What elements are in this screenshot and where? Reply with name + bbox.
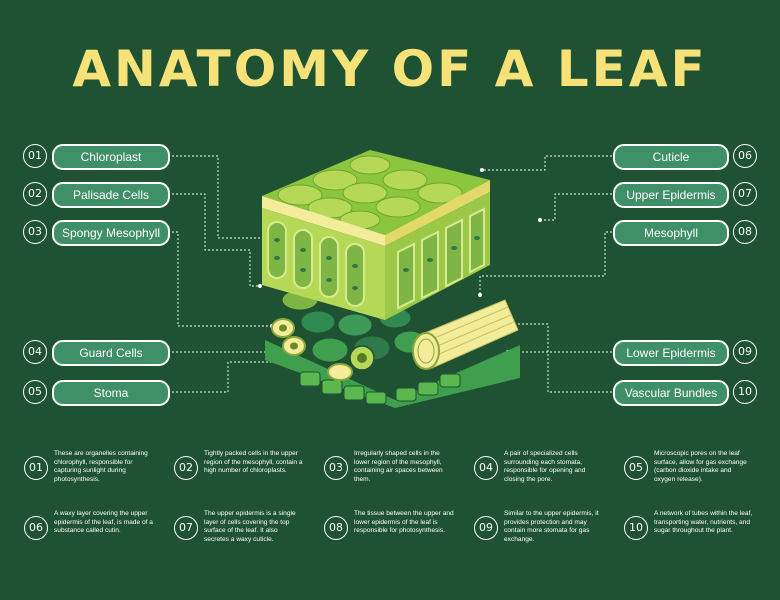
label-number-01: 01: [23, 144, 47, 168]
desc-number-07: 07: [174, 516, 198, 540]
desc-number-01: 01: [24, 456, 48, 480]
desc-vascular-bundles: A network of tubes within the leaf, tran…: [654, 510, 753, 535]
desc-palisade-cells: Tightly packed cells in the upper region…: [204, 450, 303, 475]
desc-upper-epidermis: The upper epidermis is a single layer of…: [204, 510, 296, 543]
connector-01: [168, 155, 268, 239]
label-number-05: 05: [23, 380, 47, 404]
connector-07: [540, 193, 612, 221]
connector-05: [168, 361, 290, 393]
label-number-03: 03: [23, 220, 47, 244]
label-number-08: 08: [733, 220, 757, 244]
label-lower-epidermis[interactable]: Lower Epidermis: [613, 340, 729, 366]
desc-cuticle: A waxy layer covering the upper epidermi…: [54, 510, 153, 535]
desc-number-06: 06: [24, 516, 48, 540]
lower-epidermis-side: [265, 340, 520, 408]
desc-stoma: Microscopic pores on the leaf surface, a…: [654, 450, 747, 483]
desc-number-03: 03: [324, 456, 348, 480]
connector-lines: [168, 155, 612, 393]
desc-number-09: 09: [474, 516, 498, 540]
label-spongy-mesophyll[interactable]: Spongy Mesophyll: [52, 220, 170, 246]
cuticle-left: [262, 196, 385, 246]
connector-10: [488, 323, 612, 393]
cuticle-right: [385, 180, 490, 246]
label-number-10: 10: [733, 380, 757, 404]
label-number-06: 06: [733, 144, 757, 168]
connector-02: [168, 193, 260, 287]
desc-spongy-mesophyll: Irregularly shaped cells in the lower re…: [354, 450, 443, 483]
desc-mesophyll: The tissue between the upper and lower e…: [354, 510, 454, 535]
label-number-07: 07: [733, 182, 757, 206]
label-cuticle[interactable]: Cuticle: [613, 144, 729, 170]
desc-number-04: 04: [474, 456, 498, 480]
lower-epidermis-cells: [299, 371, 461, 405]
guard-cells: [271, 318, 353, 381]
label-palisade-cells[interactable]: Palisade Cells: [52, 182, 170, 208]
desc-number-05: 05: [624, 456, 648, 480]
desc-number-02: 02: [174, 456, 198, 480]
connector-08: [479, 231, 612, 295]
label-number-04: 04: [23, 340, 47, 364]
page-title: ANATOMY OF A LEAF: [72, 40, 708, 98]
label-stoma[interactable]: Stoma: [52, 380, 170, 406]
chloroplasts: [274, 236, 480, 290]
connector-06: [482, 155, 612, 171]
label-mesophyll[interactable]: Mesophyll: [613, 220, 729, 246]
desc-number-08: 08: [324, 516, 348, 540]
vascular-bundle: [412, 299, 519, 370]
connector-03: [168, 231, 272, 327]
desc-chloroplast: These are organelles containing chloroph…: [54, 450, 148, 483]
upper-surface-cells: [277, 155, 463, 230]
label-guard-cells[interactable]: Guard Cells: [52, 340, 170, 366]
label-number-09: 09: [733, 340, 757, 364]
desc-number-10: 10: [624, 516, 648, 540]
label-vascular-bundles[interactable]: Vascular Bundles: [613, 380, 729, 406]
desc-guard-cells: A pair of specialized cells surrounding …: [504, 450, 586, 483]
desc-lower-epidermis: Similar to the upper epidermis, it provi…: [504, 510, 599, 543]
palisade-cells: [267, 207, 485, 310]
label-chloroplast[interactable]: Chloroplast: [52, 144, 170, 170]
label-number-02: 02: [23, 182, 47, 206]
label-upper-epidermis[interactable]: Upper Epidermis: [613, 182, 729, 208]
